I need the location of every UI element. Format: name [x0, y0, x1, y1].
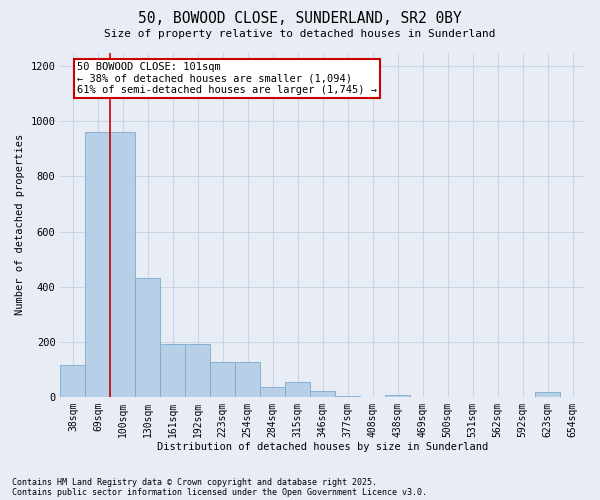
Bar	[310, 392, 335, 397]
Text: Contains public sector information licensed under the Open Government Licence v3: Contains public sector information licen…	[12, 488, 427, 497]
Bar	[160, 344, 185, 397]
Bar	[85, 132, 110, 397]
Bar	[285, 382, 310, 397]
Bar	[235, 362, 260, 397]
Bar	[61, 365, 85, 397]
Bar	[136, 278, 160, 397]
X-axis label: Distribution of detached houses by size in Sunderland: Distribution of detached houses by size …	[157, 442, 488, 452]
Bar	[335, 396, 360, 397]
Bar	[185, 344, 210, 397]
Bar	[210, 362, 235, 397]
Text: 50 BOWOOD CLOSE: 101sqm
← 38% of detached houses are smaller (1,094)
61% of semi: 50 BOWOOD CLOSE: 101sqm ← 38% of detache…	[77, 62, 377, 96]
Bar	[260, 387, 285, 397]
Text: 50, BOWOOD CLOSE, SUNDERLAND, SR2 0BY: 50, BOWOOD CLOSE, SUNDERLAND, SR2 0BY	[138, 11, 462, 26]
Bar	[385, 396, 410, 397]
Bar	[535, 392, 560, 397]
Text: Size of property relative to detached houses in Sunderland: Size of property relative to detached ho…	[104, 29, 496, 39]
Bar	[110, 132, 136, 397]
Text: Contains HM Land Registry data © Crown copyright and database right 2025.: Contains HM Land Registry data © Crown c…	[12, 478, 377, 487]
Y-axis label: Number of detached properties: Number of detached properties	[15, 134, 25, 316]
